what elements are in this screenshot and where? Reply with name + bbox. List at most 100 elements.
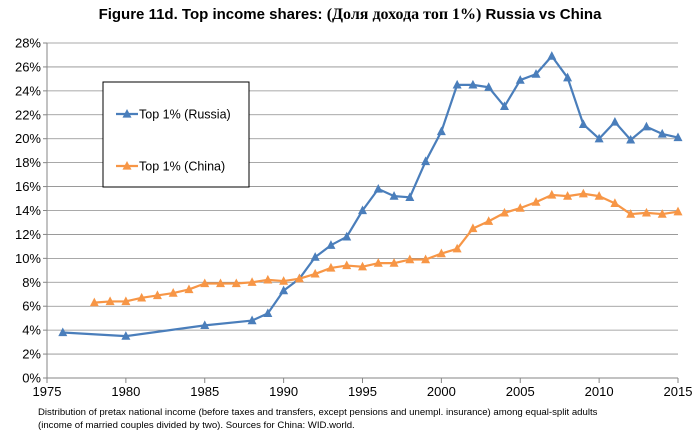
y-tick-label: 18% — [15, 155, 41, 170]
data-point — [152, 290, 162, 300]
y-tick-label: 26% — [15, 59, 41, 74]
data-point — [231, 278, 241, 288]
data-point — [184, 284, 194, 294]
data-point — [499, 207, 509, 217]
data-point — [626, 209, 636, 218]
legend: Top 1% (Russia) Top 1% (China) — [102, 81, 250, 188]
x-tick-label: 2005 — [506, 384, 535, 399]
y-tick-label: 6% — [22, 299, 41, 314]
series-china — [89, 188, 683, 307]
data-point — [326, 240, 336, 249]
data-point — [578, 188, 588, 198]
x-tick-label: 2015 — [664, 384, 693, 399]
x-tick-label: 1985 — [190, 384, 219, 399]
data-point — [515, 75, 525, 84]
data-point — [310, 268, 320, 278]
data-point — [137, 292, 147, 302]
data-point — [531, 69, 541, 78]
title-prefix: Figure 11d. Top income shares: — [98, 6, 323, 23]
data-point — [563, 191, 573, 200]
data-point — [657, 209, 667, 218]
y-tick-label: 12% — [15, 227, 41, 242]
data-point — [247, 315, 257, 325]
data-point — [279, 276, 289, 285]
page-title: Figure 11d. Top income shares: (Доля дох… — [0, 6, 700, 24]
y-tick-label: 10% — [15, 251, 41, 266]
data-point — [436, 126, 446, 136]
data-point — [373, 258, 383, 267]
data-point — [168, 288, 178, 297]
data-point — [421, 254, 431, 264]
data-point — [326, 262, 336, 272]
data-point — [594, 191, 604, 200]
data-point — [58, 327, 68, 337]
legend-swatch-marker — [122, 160, 132, 170]
data-point — [263, 308, 273, 318]
data-point — [673, 132, 683, 142]
y-tick-label: 22% — [15, 107, 41, 122]
data-point — [484, 216, 494, 225]
data-point — [358, 261, 367, 271]
y-tick-label: 20% — [15, 131, 41, 146]
data-point — [89, 297, 99, 307]
data-point — [405, 192, 415, 201]
x-tick-label: 1975 — [33, 384, 62, 399]
x-tick-label: 2000 — [427, 384, 456, 399]
y-tick-label: 0% — [22, 371, 41, 386]
data-point — [452, 79, 462, 89]
data-point — [436, 248, 446, 258]
data-point — [626, 134, 636, 144]
series-line — [94, 192, 679, 304]
y-tick-label: 2% — [22, 347, 41, 362]
data-point — [373, 183, 383, 193]
data-point — [594, 133, 604, 143]
data-point — [499, 101, 509, 111]
x-tick-label: 1990 — [269, 384, 298, 399]
data-point — [247, 277, 257, 286]
data-point — [200, 320, 210, 330]
y-tick-label: 28% — [15, 36, 41, 51]
caption-line-1: Distribution of pretax national income (… — [38, 407, 598, 418]
data-point — [515, 203, 525, 212]
data-point — [641, 207, 651, 217]
line-chart: 0% 2% 4% 6% 8% 10% 12% 14% 16% 18% 20% 22% 24% 26% 28%… — [15, 36, 693, 400]
title-suffix: Russia vs China — [485, 6, 602, 23]
y-tick-label: 24% — [15, 83, 41, 98]
data-point — [389, 258, 399, 267]
data-point — [641, 121, 651, 131]
data-point — [657, 128, 667, 138]
data-point — [421, 156, 431, 166]
data-point — [468, 223, 478, 233]
data-point — [279, 285, 289, 295]
data-point — [610, 116, 620, 126]
legend-label: Top 1% (Russia) — [139, 108, 231, 122]
data-point — [294, 273, 304, 283]
data-point — [547, 189, 557, 199]
data-point — [263, 274, 273, 284]
caption-line-2: (income of married couples divided by tw… — [38, 419, 355, 431]
data-point — [547, 51, 557, 60]
y-tick-label: 4% — [22, 323, 41, 338]
data-point — [578, 119, 588, 129]
data-point — [121, 296, 131, 306]
data-point — [216, 278, 226, 288]
data-point — [200, 278, 210, 288]
y-tick-label: 8% — [22, 275, 41, 290]
data-point — [468, 79, 478, 89]
data-point — [342, 231, 352, 241]
y-tick-label: 16% — [15, 179, 41, 194]
data-point — [121, 331, 131, 340]
data-point — [673, 206, 683, 216]
x-tick-label: 2010 — [585, 384, 614, 399]
data-point — [358, 205, 367, 215]
y-tick-label: 14% — [15, 203, 41, 218]
chart-caption: Distribution of pretax national income (… — [38, 407, 693, 432]
series-russia — [58, 51, 683, 340]
data-point — [105, 296, 115, 306]
x-tick-label: 1995 — [348, 384, 377, 399]
data-point — [531, 197, 541, 206]
legend-swatch-marker — [122, 108, 132, 118]
data-point — [310, 252, 320, 261]
x-tick-label: 1980 — [111, 384, 140, 399]
legend-label: Top 1% (China) — [139, 160, 225, 174]
